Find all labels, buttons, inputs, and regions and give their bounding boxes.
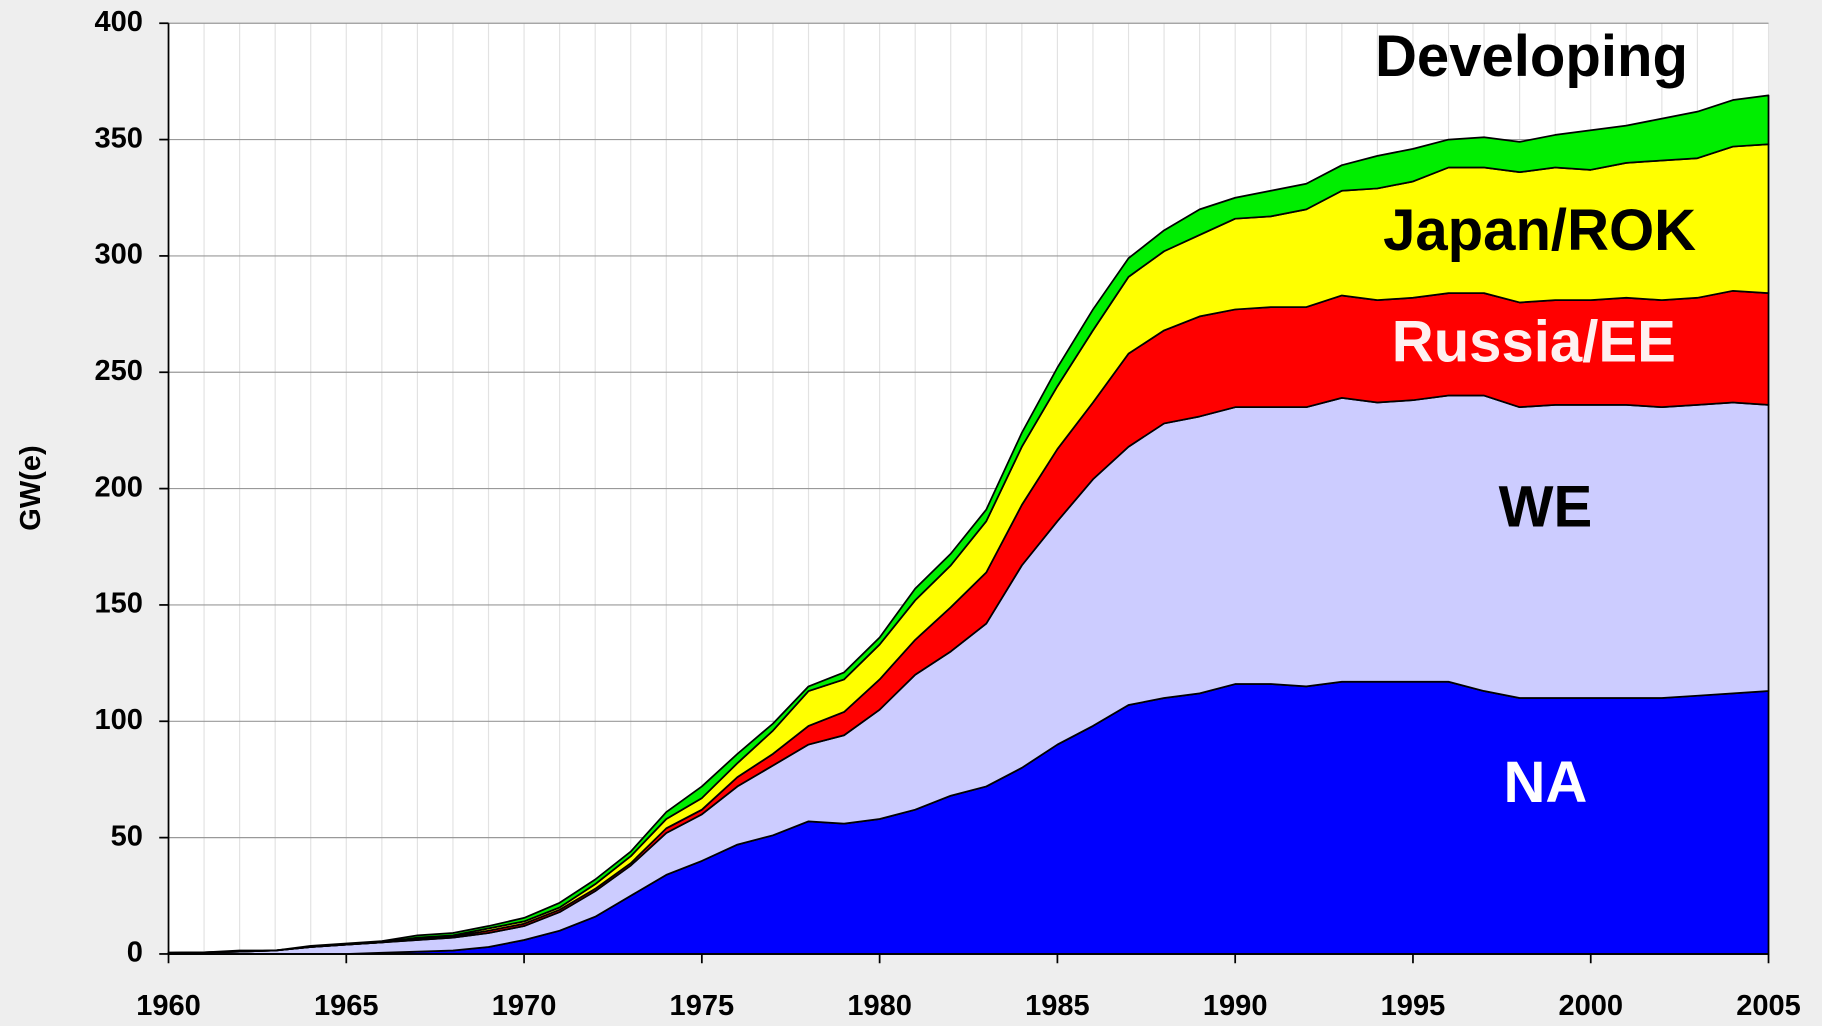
x-tick-label: 1975 — [670, 990, 735, 1022]
x-tick-label: 1970 — [492, 990, 557, 1022]
series-label: Russia/EE — [1392, 310, 1676, 375]
x-tick-label: 1960 — [136, 990, 201, 1022]
y-tick-label: 250 — [95, 355, 143, 387]
series-label: WE — [1499, 475, 1593, 540]
series-label: Developing — [1375, 24, 1688, 89]
y-tick-label: 0 — [127, 937, 143, 969]
x-tick-label: 1965 — [314, 990, 379, 1022]
area — [167, 94, 1770, 954]
y-axis-label: GW(e) — [15, 445, 47, 530]
series-label: Japan/ROK — [1383, 198, 1696, 263]
x-tick-label: 1985 — [1025, 990, 1090, 1022]
x-tick-label: 1990 — [1203, 990, 1268, 1022]
y-tick-label: 150 — [95, 588, 143, 620]
y-tick-label: 300 — [95, 239, 143, 271]
x-tick-label: 1980 — [847, 990, 912, 1022]
y-tick-label: 350 — [95, 122, 143, 154]
x-tick-label: 1995 — [1381, 990, 1446, 1022]
y-tick-label: 100 — [95, 704, 143, 736]
y-tick-label: 50 — [111, 820, 143, 852]
x-tick-label: 2000 — [1558, 990, 1623, 1022]
series-label: NA — [1503, 750, 1587, 815]
y-tick-label: 200 — [95, 471, 143, 503]
x-tick-label: 2005 — [1736, 990, 1801, 1022]
y-tick-label: 400 — [95, 6, 143, 38]
